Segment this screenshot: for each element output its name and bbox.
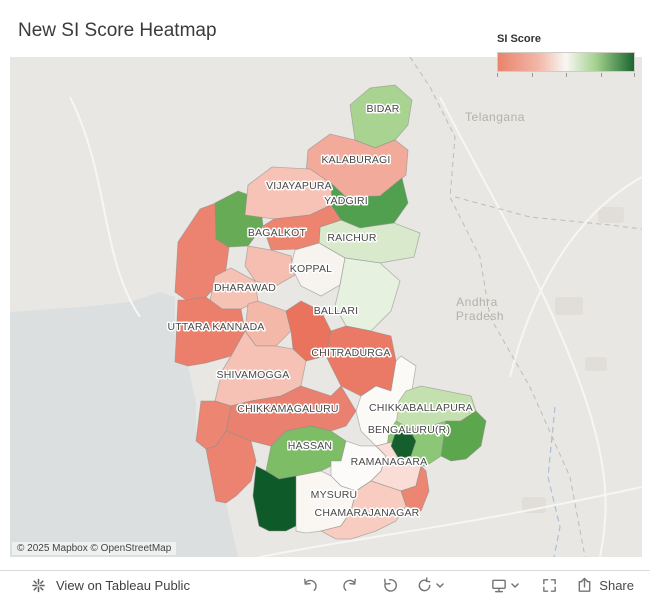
caret-down-icon: [511, 583, 520, 588]
district-label-ballari: BALLARI: [314, 305, 359, 317]
urban-patches: [522, 207, 624, 513]
district-label-mysuru: MYSURU: [311, 489, 358, 501]
district-unlabeled-7[interactable]: [440, 410, 487, 462]
district-ballari[interactable]: [334, 257, 401, 332]
page-title: New SI Score Heatmap: [18, 20, 217, 41]
undo-icon: [304, 578, 317, 591]
state-border-lines: [409, 57, 642, 557]
district-label-layer: BIDAR KALABURAGI VIJAYAPURA YADGIRI RAICHUR B…: [166, 102, 474, 521]
district-unlabeled-12[interactable]: [390, 428, 417, 460]
legend-tick: [531, 73, 533, 77]
map-canvas[interactable]: BIDAR KALABURAGI VIJAYAPURA YADGIRI RAICHUR B…: [10, 57, 642, 557]
district-chamarajanagar[interactable]: [319, 480, 407, 540]
district-label-raichur: RAICHUR: [327, 232, 376, 244]
district-label-koppal: KOPPAL: [290, 263, 332, 275]
share-button[interactable]: Share: [576, 577, 634, 594]
district-bagalkot[interactable]: [262, 204, 342, 251]
legend-tick: [566, 73, 567, 77]
refresh-button[interactable]: [416, 577, 445, 594]
tableau-logo: [32, 578, 45, 593]
district-label-chikkamagaluru: CHIKKAMAGALURU: [237, 403, 338, 415]
district-bidar[interactable]: [349, 84, 413, 149]
toolbar-actions: Share: [301, 577, 634, 594]
district-unlabeled-13[interactable]: [400, 465, 430, 512]
state-label-0: Telangana: [465, 110, 525, 124]
district-label-uttara-kannada: UTTARA KANNADA: [167, 321, 264, 333]
district-unlabeled-3[interactable]: [244, 245, 296, 287]
redo-button[interactable]: [342, 577, 359, 594]
refresh-icon: [418, 577, 431, 592]
district-label-dharawad: DHARAWAD: [214, 282, 276, 294]
district-chitradurga[interactable]: [325, 325, 397, 397]
download-button[interactable]: [490, 577, 520, 594]
share-icon: [578, 577, 591, 592]
revert-button[interactable]: [381, 577, 398, 594]
legend-gradient-bar: [497, 52, 635, 72]
tableau-toolbar: View on Tableau Public: [0, 570, 650, 600]
district-unlabeled-9[interactable]: [205, 430, 257, 504]
district-label-hassan: HASSAN: [288, 440, 332, 452]
fullscreen-button[interactable]: [541, 577, 558, 594]
district-label-ramanagara: RAMANAGARA: [351, 456, 428, 468]
district-label-bengaluru-r: BENGALURU(R): [368, 424, 450, 436]
district-label-yadgiri: YADGIRI: [324, 195, 368, 207]
redo-icon: [343, 578, 357, 591]
state-label-2: Pradesh: [456, 309, 504, 323]
caret-down-icon: [436, 583, 445, 588]
district-label-kalaburagi: KALABURAGI: [321, 154, 390, 166]
district-label-bidar: BIDAR: [366, 103, 399, 115]
undo-button[interactable]: [301, 577, 318, 594]
district-label-shivamogga: SHIVAMOGGA: [217, 369, 290, 381]
color-legend: SI Score: [497, 33, 635, 78]
legend-tick: [634, 73, 635, 77]
fullscreen-icon: [543, 579, 557, 592]
legend-tick: [600, 73, 602, 77]
legend-title: SI Score: [497, 33, 542, 45]
map-attribution[interactable]: © 2025 Mapbox © OpenStreetMap: [12, 542, 177, 555]
legend-tick: [497, 73, 498, 77]
district-koppal[interactable]: [290, 242, 346, 297]
district-label-bagalkot: BAGALKOT: [248, 227, 307, 239]
state-label-1: Andhra: [456, 295, 498, 309]
district-label-chitradurga: CHITRADURGA: [311, 347, 390, 359]
tableau-public-link[interactable]: View on Tableau Public: [30, 577, 190, 594]
view-on-tableau-public-label: View on Tableau Public: [56, 578, 190, 593]
district-label-chamarajanagar: CHAMARAJANAGAR: [315, 507, 420, 519]
legend-ticks: [497, 73, 635, 78]
district-label-vijayapura: VIJAYAPURA: [266, 180, 332, 192]
sea-area: [10, 292, 238, 557]
road-lines: [69, 96, 642, 557]
share-label: Share: [599, 578, 634, 593]
district-uttara-kannada[interactable]: [174, 296, 246, 367]
karnataka-choropleth[interactable]: BIDAR KALABURAGI VIJAYAPURA YADGIRI RAICHUR B…: [10, 57, 642, 557]
revert-icon: [384, 578, 398, 592]
download-icon: [492, 579, 507, 593]
district-layer: [174, 84, 487, 540]
district-label-chikkaballapura: CHIKKABALLAPURA: [369, 402, 473, 414]
